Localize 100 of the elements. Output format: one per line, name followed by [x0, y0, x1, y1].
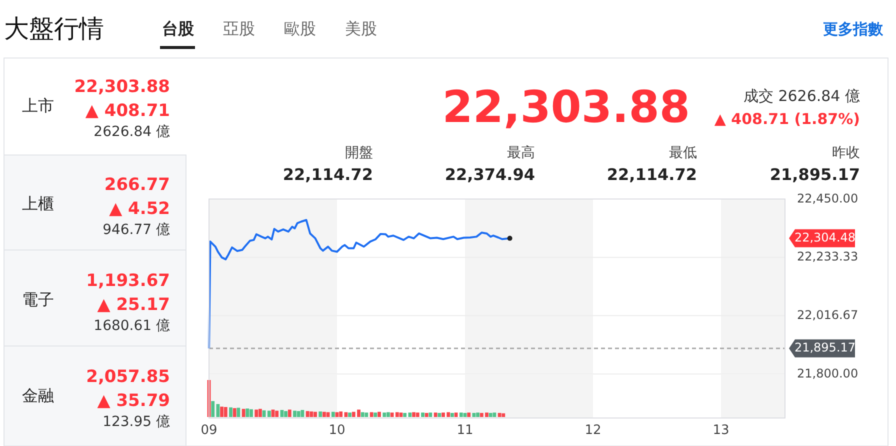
bar [246, 408, 250, 417]
bar [275, 410, 279, 417]
bar [476, 412, 480, 417]
text: 22,114.72 [282, 165, 373, 184]
bar [254, 410, 258, 417]
text: 2626.84 億 [94, 124, 170, 140]
bar [267, 410, 271, 417]
x-tick-label: 11 [456, 423, 474, 438]
bar [288, 410, 292, 417]
bar [360, 412, 364, 417]
text: ▲ 4.52 [109, 199, 170, 219]
text: 電子 [22, 290, 54, 309]
bar [488, 412, 492, 417]
bar [296, 411, 300, 417]
text: 上櫃 [22, 194, 54, 213]
bar [421, 412, 424, 417]
bar [348, 412, 352, 417]
bar [258, 408, 262, 417]
text: ▲ 408.71 [85, 101, 170, 121]
bar [250, 409, 253, 417]
text: 亞股 [223, 19, 255, 38]
text: 最低 [669, 145, 697, 161]
text: 22,114.72 [606, 165, 697, 184]
text: ▲ 25.17 [97, 295, 170, 315]
bar [412, 412, 416, 417]
bar [229, 407, 232, 417]
bar [284, 411, 288, 417]
text: 1,193.67 [86, 271, 170, 291]
text: 最高 [507, 145, 535, 161]
bar [300, 410, 304, 417]
bar [224, 407, 228, 417]
text: 22,374.94 [444, 165, 535, 184]
bar [211, 401, 215, 417]
text: 22,303.88 [74, 77, 170, 97]
bar [424, 412, 428, 417]
bar [310, 411, 314, 417]
text: ▲ 35.79 [97, 391, 170, 411]
bar [408, 412, 412, 417]
bar [502, 413, 506, 417]
text: 946.77 億 [102, 222, 170, 238]
bar [378, 412, 381, 417]
bar [459, 412, 463, 417]
bar [370, 412, 374, 417]
text: 123.95 億 [102, 414, 170, 430]
bar [403, 412, 407, 417]
bar [395, 412, 399, 417]
text: 大盤行情 [4, 14, 104, 43]
text: 266.77 [104, 175, 170, 195]
text: 22,303.88 [442, 82, 690, 133]
y-tick-label: 22,016.67 [797, 308, 858, 322]
bar [450, 412, 454, 417]
text: ▲ 408.71 (1.87%) [714, 110, 860, 128]
bar [382, 412, 386, 417]
bar [322, 412, 326, 417]
bar [454, 412, 458, 417]
text: 昨收 [832, 145, 860, 161]
text: 台股 [162, 19, 195, 38]
bar [331, 412, 335, 417]
bar [386, 412, 390, 417]
bar [390, 412, 394, 417]
bar [339, 411, 343, 417]
text: 成交 2626.84 億 [743, 87, 860, 105]
text: 21,895.17 [770, 165, 860, 184]
bar [293, 410, 296, 417]
text: 歐股 [284, 19, 316, 38]
ref-line-label: 21,895.17 [794, 340, 856, 355]
bar [335, 412, 339, 417]
bar [236, 408, 240, 417]
bar [416, 412, 420, 417]
bar [428, 412, 432, 417]
text: 開盤 [345, 145, 373, 161]
bar [242, 408, 246, 417]
x-tick-label: 09 [200, 423, 218, 438]
bar [314, 412, 317, 417]
x-tick-label: 13 [712, 423, 730, 438]
y-tick-label: 22,450.00 [797, 191, 858, 206]
bar [434, 412, 438, 417]
bar [326, 412, 330, 417]
bar [220, 406, 224, 417]
bar [318, 411, 322, 417]
bar [498, 412, 502, 417]
bar [467, 412, 471, 417]
text: 2,057.85 [86, 367, 170, 387]
bar [344, 412, 348, 417]
bar [492, 412, 496, 417]
bar [306, 411, 310, 417]
text: 22,304.48 [794, 230, 856, 245]
text: 更多指數 [823, 20, 884, 38]
y-tick-label: 22,233.33 [797, 250, 858, 264]
text: 1680.61 億 [94, 318, 170, 334]
bar [232, 408, 236, 417]
bar [364, 412, 368, 417]
text: 上市 [22, 96, 54, 115]
x-tick-label: 12 [584, 423, 602, 438]
bar [399, 412, 403, 417]
text: 美股 [345, 19, 377, 38]
bar [374, 412, 378, 417]
x-tick-label: 10 [328, 423, 346, 438]
y-tick-label: 21,800.00 [797, 366, 858, 380]
text: 金融 [22, 386, 54, 405]
